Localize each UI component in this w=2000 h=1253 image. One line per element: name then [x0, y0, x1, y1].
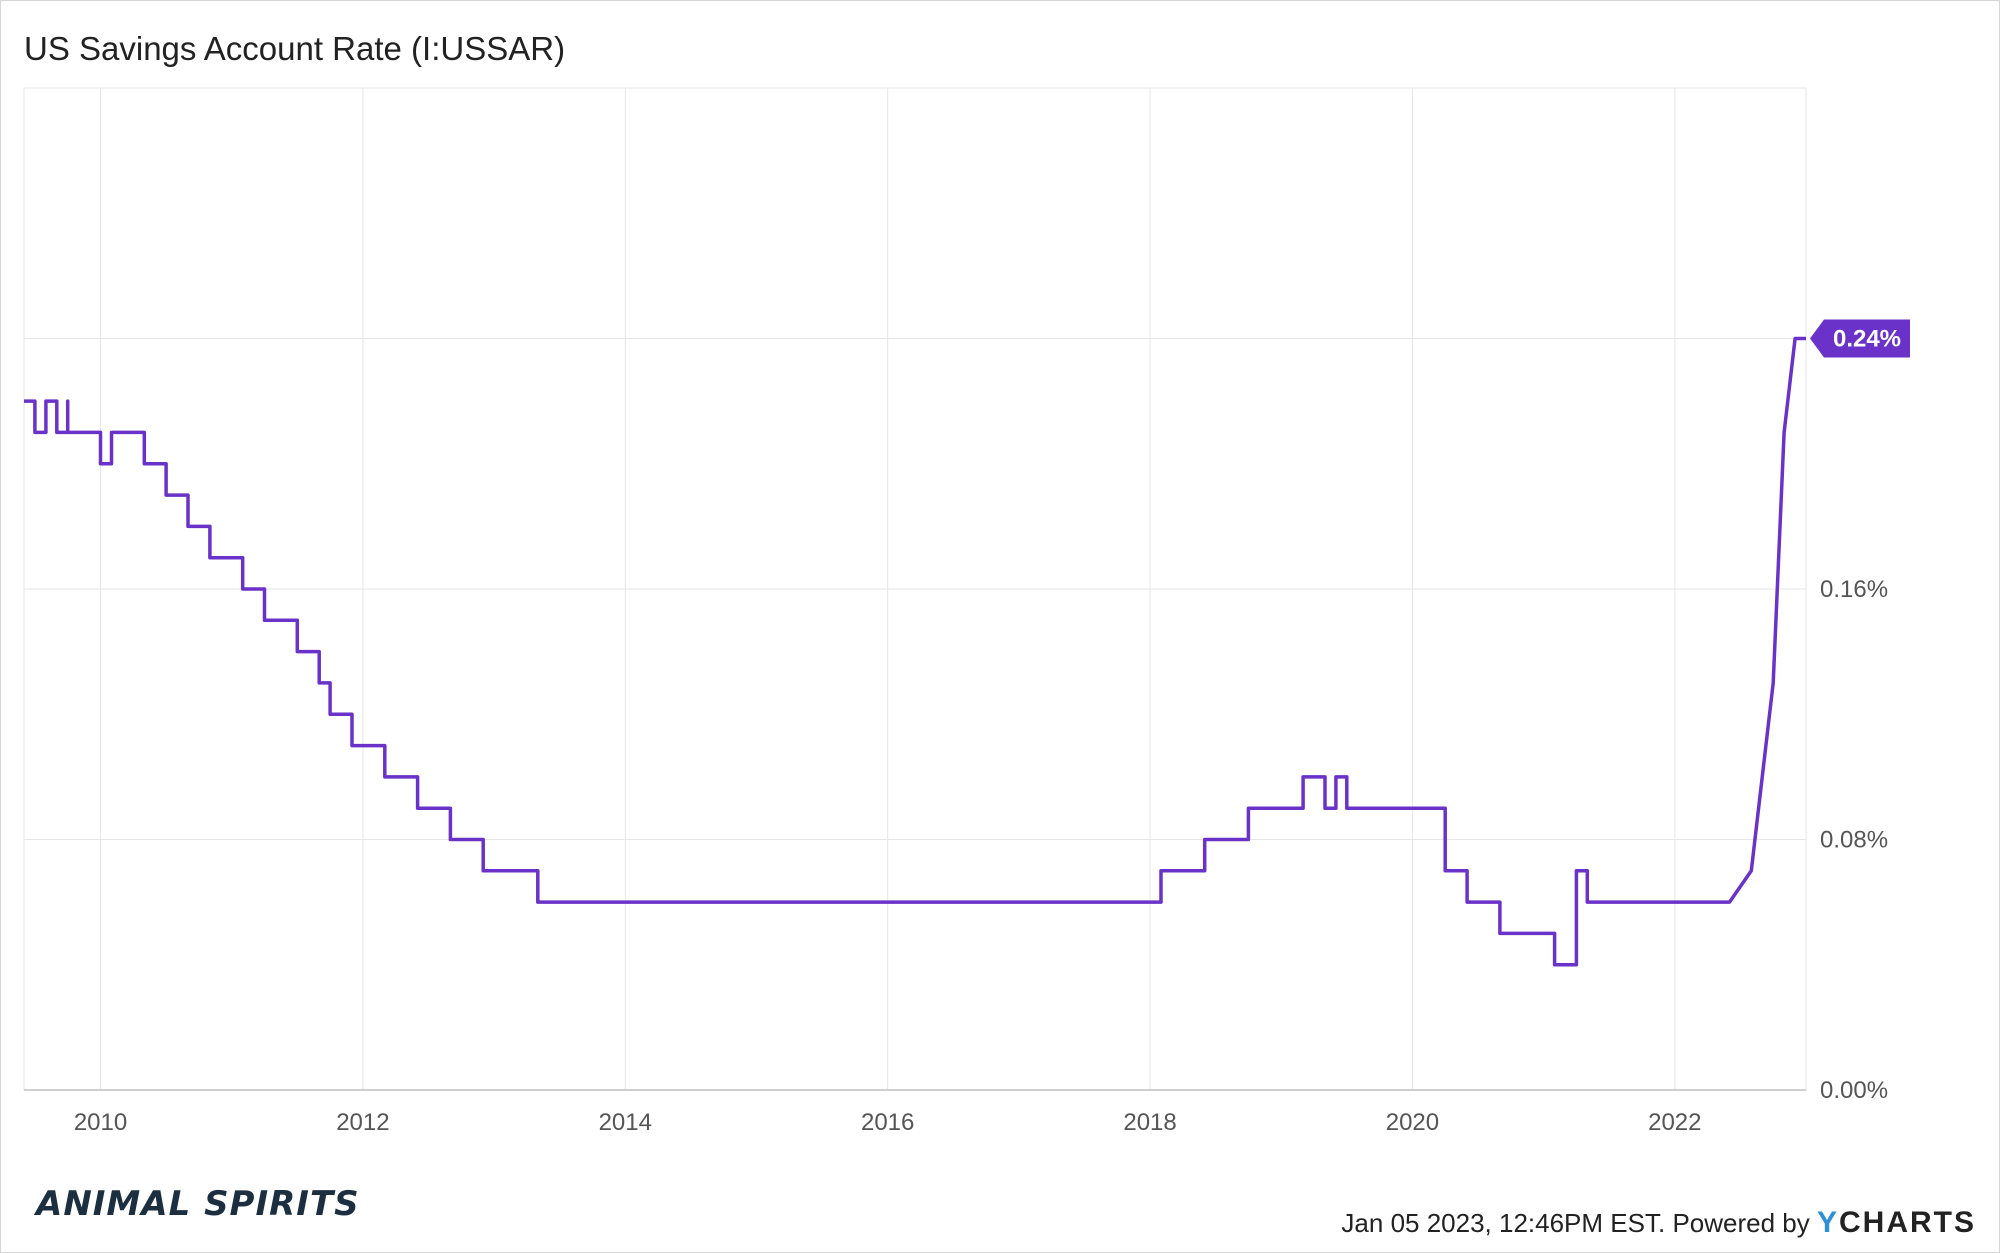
x-tick-label: 2022: [1648, 1109, 1701, 1136]
x-tick-label: 2020: [1386, 1109, 1439, 1136]
ycharts-logo[interactable]: YCHARTS: [1817, 1206, 1976, 1239]
x-tick-label: 2010: [74, 1109, 127, 1136]
ycharts-logo-rest: CHARTS: [1839, 1206, 1976, 1239]
ycharts-logo-y: Y: [1816, 1206, 1839, 1239]
y-tick-label: 0.08%: [1820, 827, 1888, 854]
badge-label: 0.24%: [1833, 326, 1901, 353]
x-tick-labels: 2010 2012 2014 2016 2018 2020 2022: [74, 1109, 1702, 1136]
badge-shape: [1810, 319, 1910, 358]
series-group: [24, 336, 1806, 967]
axes: [23, 87, 1807, 1091]
x-tick-label: 2018: [1123, 1109, 1176, 1136]
grid-lines: [24, 88, 1806, 1091]
y-tick-label: 0.00%: [1820, 1077, 1888, 1104]
y-tick-labels: 0.00%0.08%0.16%0.24%: [1820, 326, 1888, 1105]
footer-powered-by: Powered by: [1672, 1208, 1810, 1238]
last-value-badge: 0.24%: [1810, 319, 1910, 358]
footer-timestamp: Jan 05 2023, 12:46PM EST.: [1341, 1208, 1666, 1238]
y-tick-label: 0.16%: [1820, 576, 1888, 603]
chart-title: US Savings Account Rate (I:USSAR): [24, 30, 566, 67]
x-tick-label: 2016: [861, 1109, 914, 1136]
animal-spirits-logo: ANIMAL SPIRITS: [36, 1184, 360, 1224]
series-line: [24, 336, 1806, 967]
x-tick-label: 2014: [599, 1109, 652, 1136]
footer: Jan 05 2023, 12:46PM EST. Powered by YCH…: [1341, 1206, 1976, 1240]
x-tick-label: 2012: [336, 1109, 389, 1136]
